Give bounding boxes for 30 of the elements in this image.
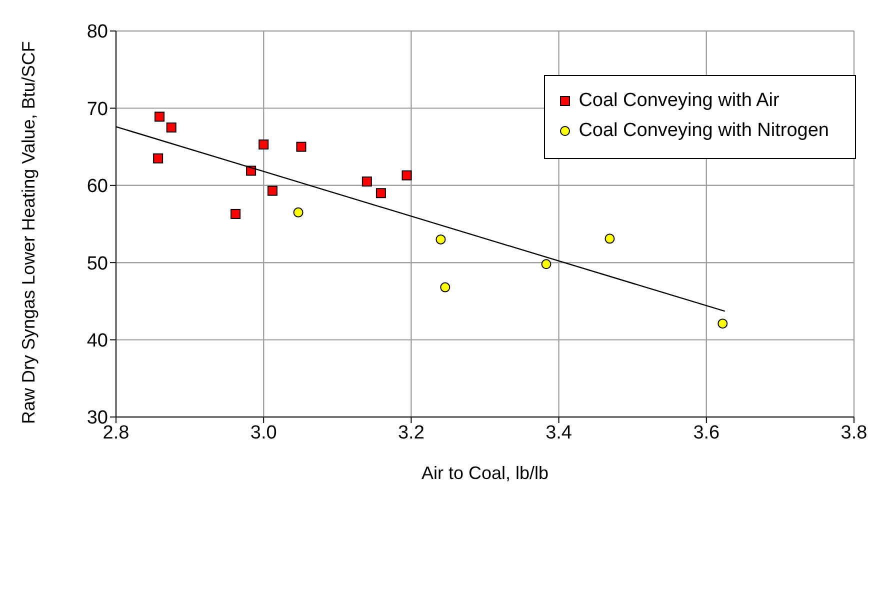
point <box>604 234 615 244</box>
point <box>440 282 450 292</box>
point <box>296 142 306 152</box>
point <box>376 188 386 198</box>
point <box>153 153 164 164</box>
point <box>293 207 304 218</box>
x-tick-label: 3.6 <box>693 422 720 444</box>
point <box>258 139 269 150</box>
point <box>362 176 372 187</box>
y-axis-title: Raw Dry Syngas Lower Heating Value, Btu/SCF <box>18 41 38 424</box>
point <box>230 208 241 219</box>
y-tick-label: 40 <box>86 330 108 352</box>
x-tick-label: 3.0 <box>250 422 277 444</box>
point <box>267 186 278 196</box>
y-tick-label: 60 <box>86 176 108 198</box>
x-tick-label: 3.4 <box>546 422 572 444</box>
point <box>166 122 176 132</box>
legend-label: Coal Conveying with Air <box>578 89 780 113</box>
y-tick-label: 80 <box>86 22 108 43</box>
point <box>436 234 446 244</box>
legend-label: Coal Conveying with Nitrogen <box>578 119 829 143</box>
y-tick-label: 70 <box>86 98 108 120</box>
y-tick-label: 50 <box>86 253 108 274</box>
point <box>154 112 165 122</box>
x-tick-label: 3.2 <box>398 422 424 444</box>
point <box>718 318 728 329</box>
x-tick-label: 3.8 <box>840 422 868 444</box>
point <box>541 259 552 270</box>
point <box>402 170 412 180</box>
x-axis-title: Air to Coal, lb/lb <box>421 463 549 483</box>
